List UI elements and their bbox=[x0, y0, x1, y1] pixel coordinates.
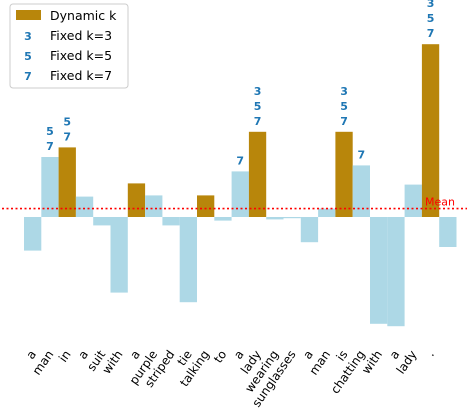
bar-5 bbox=[110, 217, 128, 293]
bars-group bbox=[24, 44, 457, 327]
fixed-k7-label-1: 7 bbox=[46, 140, 54, 153]
legend: Dynamic k 3 Fixed k=3 5 Fixed k=5 7 Fixe… bbox=[9, 3, 129, 89]
legend-dynamic-swatch bbox=[16, 10, 41, 20]
legend-k5-marker: 5 bbox=[24, 50, 32, 63]
bar-24 bbox=[439, 217, 457, 247]
bar-12 bbox=[231, 171, 249, 217]
bar-10 bbox=[197, 195, 215, 217]
bar-21 bbox=[387, 217, 405, 327]
bar-3 bbox=[75, 196, 94, 217]
fixed-k5-label-23: 5 bbox=[427, 12, 435, 25]
bar-4 bbox=[93, 217, 111, 226]
bar-2 bbox=[58, 147, 76, 217]
bar-1 bbox=[41, 157, 59, 217]
bar-23 bbox=[421, 44, 440, 218]
bar-7 bbox=[145, 195, 163, 217]
fixed-k3-label-13: 3 bbox=[254, 85, 262, 98]
bar-13 bbox=[248, 131, 267, 217]
x-tick-label-11: to bbox=[211, 348, 229, 366]
legend-frame bbox=[9, 3, 129, 89]
legend-k7-label: Fixed k=7 bbox=[50, 68, 112, 83]
x-tick-label-22: lady bbox=[394, 348, 420, 377]
legend-k3-marker: 3 bbox=[24, 30, 32, 43]
bar-16 bbox=[300, 217, 319, 243]
x-tick-label-20: with bbox=[359, 348, 385, 377]
fixed-k5-label-13: 5 bbox=[254, 100, 262, 113]
legend-k3-label: Fixed k=3 bbox=[50, 28, 112, 43]
mean-label: Mean bbox=[425, 196, 455, 209]
fixed-k3-label-23: 3 bbox=[427, 0, 435, 10]
bar-9 bbox=[179, 217, 197, 303]
bar-0 bbox=[24, 217, 42, 251]
fixed-k5-label-18: 5 bbox=[340, 100, 348, 113]
bar-19 bbox=[352, 165, 370, 217]
x-tick-label-5: with bbox=[100, 348, 126, 377]
legend-dynamic-label: Dynamic k bbox=[50, 8, 117, 23]
bar-14 bbox=[266, 217, 284, 220]
bar-17 bbox=[318, 208, 336, 217]
fixed-k7-label-23: 7 bbox=[427, 27, 435, 40]
fixed-k7-label-2: 7 bbox=[63, 130, 71, 143]
fixed-k3-label-18: 3 bbox=[340, 85, 348, 98]
bar-6 bbox=[127, 183, 146, 217]
bar-15 bbox=[283, 217, 301, 219]
fixed-k7-label-19: 7 bbox=[358, 148, 366, 161]
fixed-k7-label-12: 7 bbox=[236, 154, 244, 167]
fixed-k5-label-2: 5 bbox=[63, 115, 71, 128]
fixed-k7-label-18: 7 bbox=[340, 115, 348, 128]
legend-k5-label: Fixed k=5 bbox=[50, 48, 112, 63]
legend-k7-marker: 7 bbox=[24, 70, 32, 83]
bar-18 bbox=[335, 131, 353, 217]
bar-22 bbox=[404, 184, 422, 217]
x-tick-label-23: . bbox=[423, 348, 437, 359]
fixed-k7-label-13: 7 bbox=[254, 115, 262, 128]
bar-20 bbox=[370, 217, 388, 324]
bar-11 bbox=[214, 217, 232, 221]
bar-8 bbox=[162, 217, 180, 226]
fixed-k5-label-1: 5 bbox=[46, 125, 54, 138]
x-tick-label-2: in bbox=[56, 348, 74, 365]
